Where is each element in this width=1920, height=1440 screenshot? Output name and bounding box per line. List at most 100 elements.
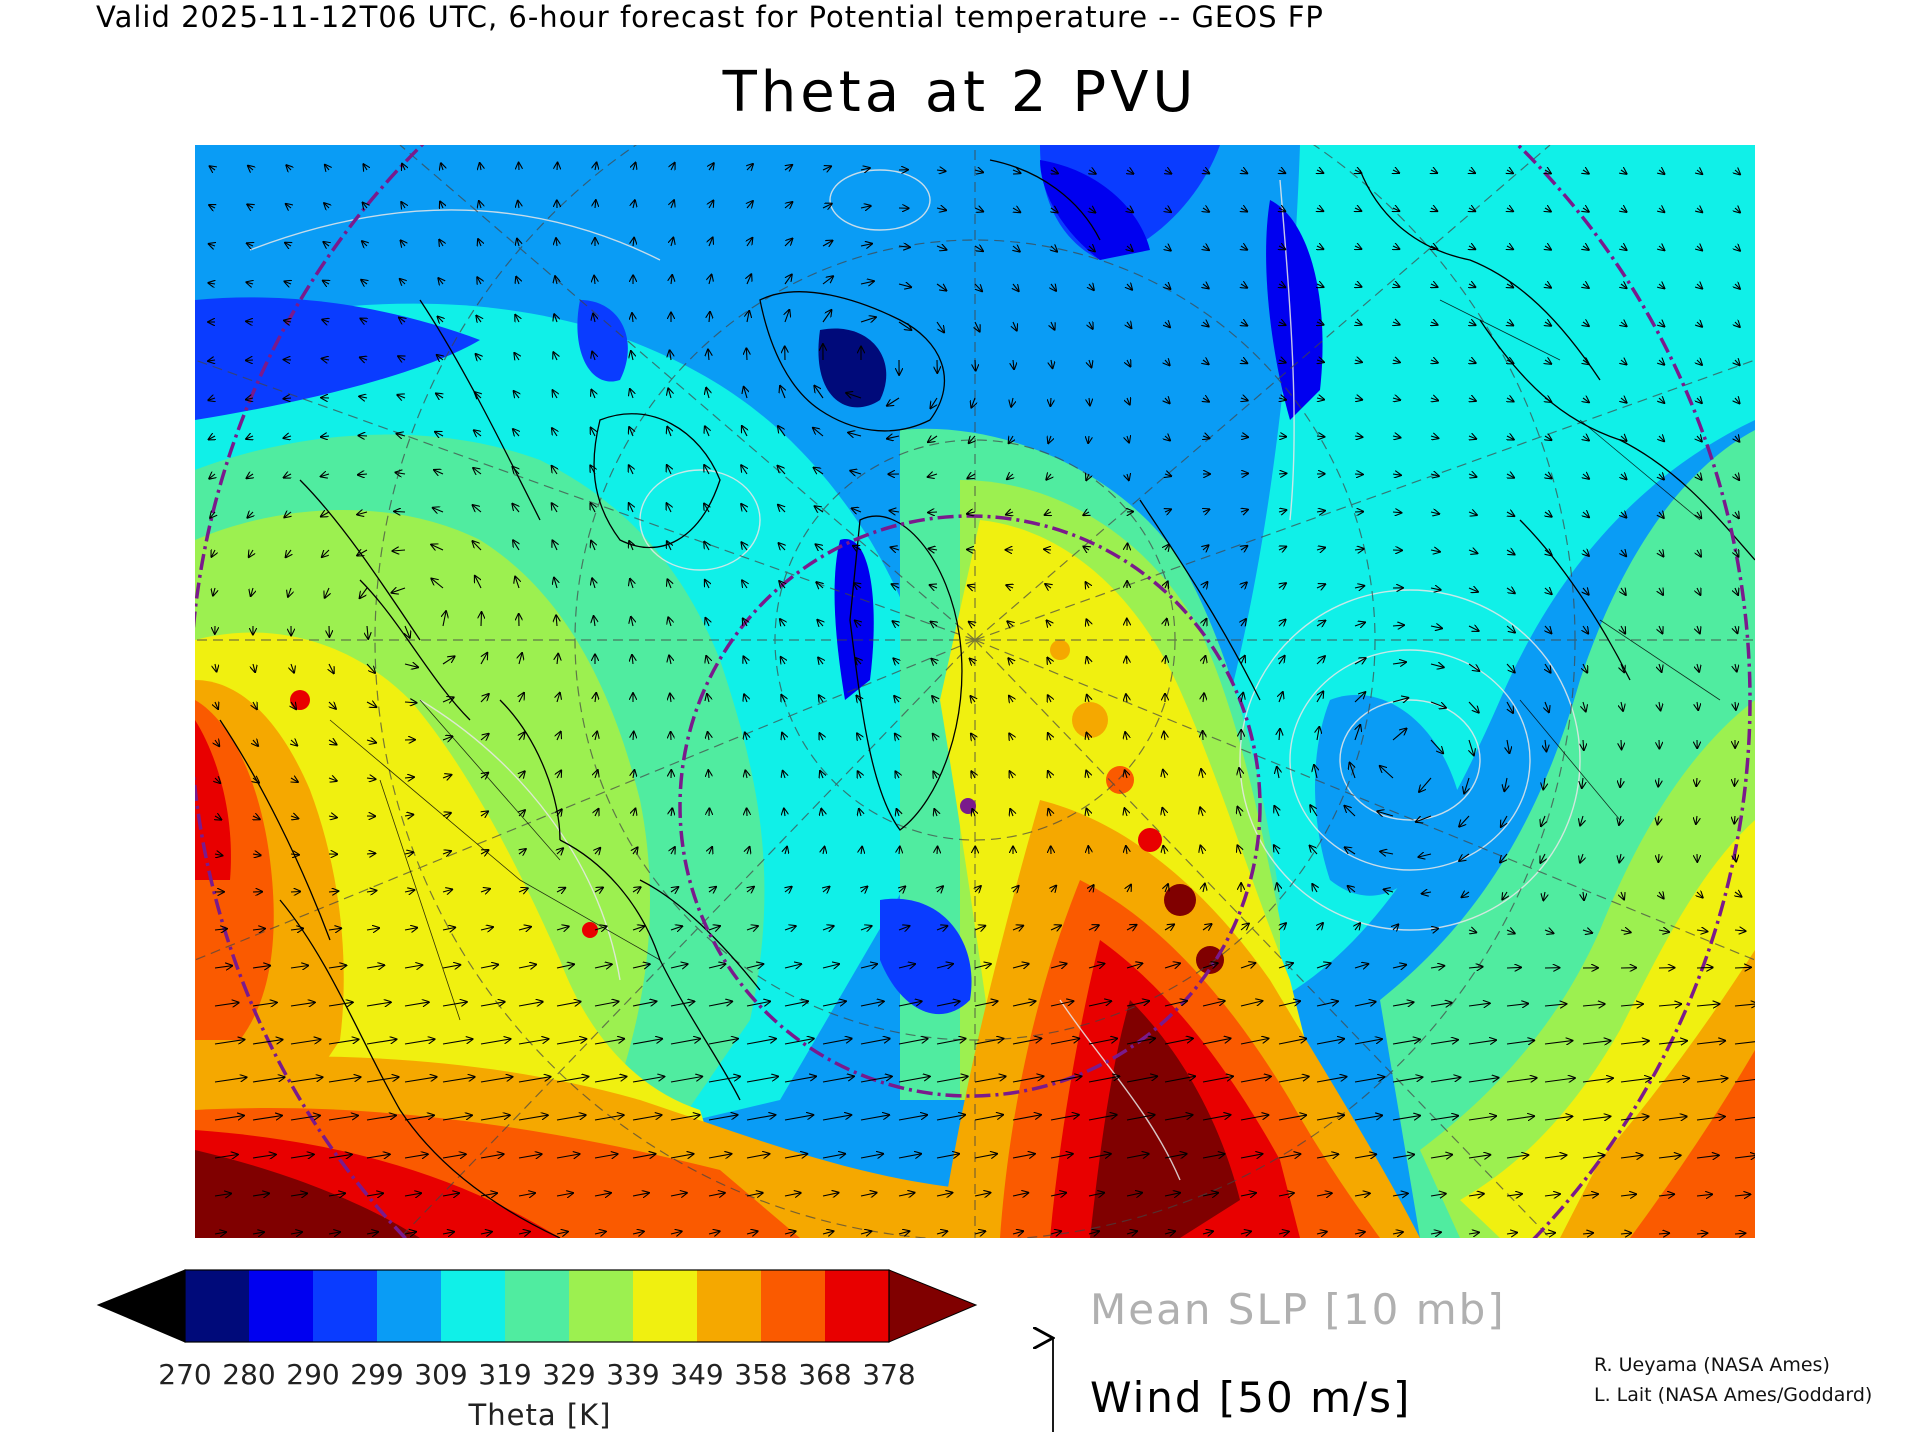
wind-vector: [1543, 891, 1545, 900]
wind-vector: [706, 388, 709, 399]
wind-vector: [1734, 1004, 1755, 1006]
colorbar-bin: [313, 1270, 377, 1342]
wind-vector: [480, 850, 488, 854]
wind-vector: [591, 503, 596, 513]
wind-vector: [253, 816, 260, 819]
wind-vector: [394, 511, 406, 512]
wind-vector: [1545, 701, 1549, 712]
coastlines: [219, 159, 1755, 1238]
wind-vector: [1165, 246, 1171, 251]
wind-vector: [214, 1155, 238, 1159]
wind-vector: [633, 809, 635, 817]
wind-vector: [1469, 208, 1475, 211]
wind-vector: [1658, 1155, 1681, 1158]
wind-vector: [397, 395, 406, 398]
wind-vector: [1506, 1155, 1528, 1158]
wind-vector: [328, 1154, 352, 1158]
wind-vector: [848, 433, 862, 436]
wind-vector: [822, 276, 833, 285]
wind-vector: [215, 702, 218, 709]
wind-vector: [784, 1154, 807, 1158]
wind-vector: [1697, 360, 1702, 365]
wind-vector: [1392, 729, 1406, 741]
colorbar-high-triangle: [888, 1269, 978, 1343]
forecast-valid-time: Valid 2025-11-12T06 UTC, 6-hour forecast…: [96, 0, 1324, 34]
wind-vector: [1278, 1001, 1300, 1007]
wind-vector: [362, 241, 367, 246]
wind-vector: [321, 512, 330, 517]
wind-vector: [1506, 1233, 1517, 1234]
wind-vector: [404, 815, 413, 816]
wind-vector: [860, 244, 872, 246]
wind-vector: [708, 1154, 731, 1158]
wind-vector: [743, 619, 747, 627]
wind-vector: [897, 809, 899, 816]
wind-vector: [1241, 693, 1243, 703]
wind-vector: [1164, 1038, 1193, 1045]
wind-vector: [1430, 1194, 1446, 1196]
wind-vector: [1086, 582, 1089, 588]
wind-vector: [1582, 1078, 1613, 1082]
wind-vector: [1050, 1001, 1073, 1007]
wind-vector: [1393, 246, 1399, 249]
wind-vector: [325, 587, 329, 598]
wind-vector: [480, 1077, 512, 1083]
wind-vector: [630, 579, 633, 589]
wind-vector: [480, 1039, 510, 1045]
wind-vector: [630, 389, 633, 399]
wind-vector: [404, 1002, 429, 1006]
wind-vector: [1241, 284, 1247, 288]
wind-vector: [1620, 1155, 1643, 1158]
wind-vector: [1164, 1231, 1175, 1234]
wind-vector: [860, 1039, 890, 1045]
wind-vector: [1240, 1076, 1271, 1083]
wind-vector: [1430, 1116, 1458, 1120]
wind-vector: [1545, 284, 1551, 288]
wind-vector: [1696, 1004, 1719, 1006]
wind-vector: [1089, 208, 1095, 213]
wind-vector: [898, 1115, 927, 1121]
wind-vector: [859, 809, 861, 816]
colorbar-bin: [441, 1270, 505, 1342]
wind-vector: [742, 426, 747, 437]
wind-vector: [746, 964, 763, 968]
wind-vector: [1316, 1039, 1344, 1045]
wind-vector: [328, 816, 337, 818]
wind-vector: [781, 695, 785, 702]
wind-vector: [366, 891, 376, 892]
wind-vector: [784, 964, 801, 968]
wind-vector: [975, 359, 976, 371]
wind-vector: [671, 808, 672, 817]
wind-vector: [1165, 509, 1171, 512]
wind-vector: [284, 512, 291, 517]
wind-vector: [1507, 360, 1513, 363]
wind-vector: [1087, 657, 1089, 664]
wind-vector: [898, 1154, 921, 1158]
wind-vector: [1355, 923, 1360, 930]
wind-vector: [1048, 771, 1051, 778]
wind-vector: [479, 201, 481, 208]
wind-vector: [209, 436, 215, 439]
wind-vector: [967, 512, 976, 514]
wind-vector: [473, 541, 482, 551]
wind-vector: [1430, 1003, 1452, 1006]
wind-vector: [1582, 1004, 1605, 1006]
wind-vector: [1583, 398, 1589, 402]
wind-vector: [1392, 1193, 1408, 1196]
wind-vector: [860, 1076, 892, 1083]
wind-vector: [785, 310, 789, 323]
wind-vector: [778, 426, 786, 437]
wind-vector: [556, 1154, 580, 1158]
wind-vector: [367, 625, 368, 639]
wind-vector: [1345, 847, 1356, 855]
wind-vector: [930, 585, 937, 588]
wind-vector: [442, 697, 454, 702]
wind-vector: [1013, 359, 1014, 369]
wind-vector: [1050, 397, 1051, 406]
wind-vector: [212, 550, 216, 557]
wind-vector: [590, 466, 595, 475]
wind-vector: [401, 241, 405, 247]
wind-vector: [1507, 284, 1513, 287]
wind-vector: [1051, 170, 1058, 174]
wind-vector: [478, 239, 481, 246]
